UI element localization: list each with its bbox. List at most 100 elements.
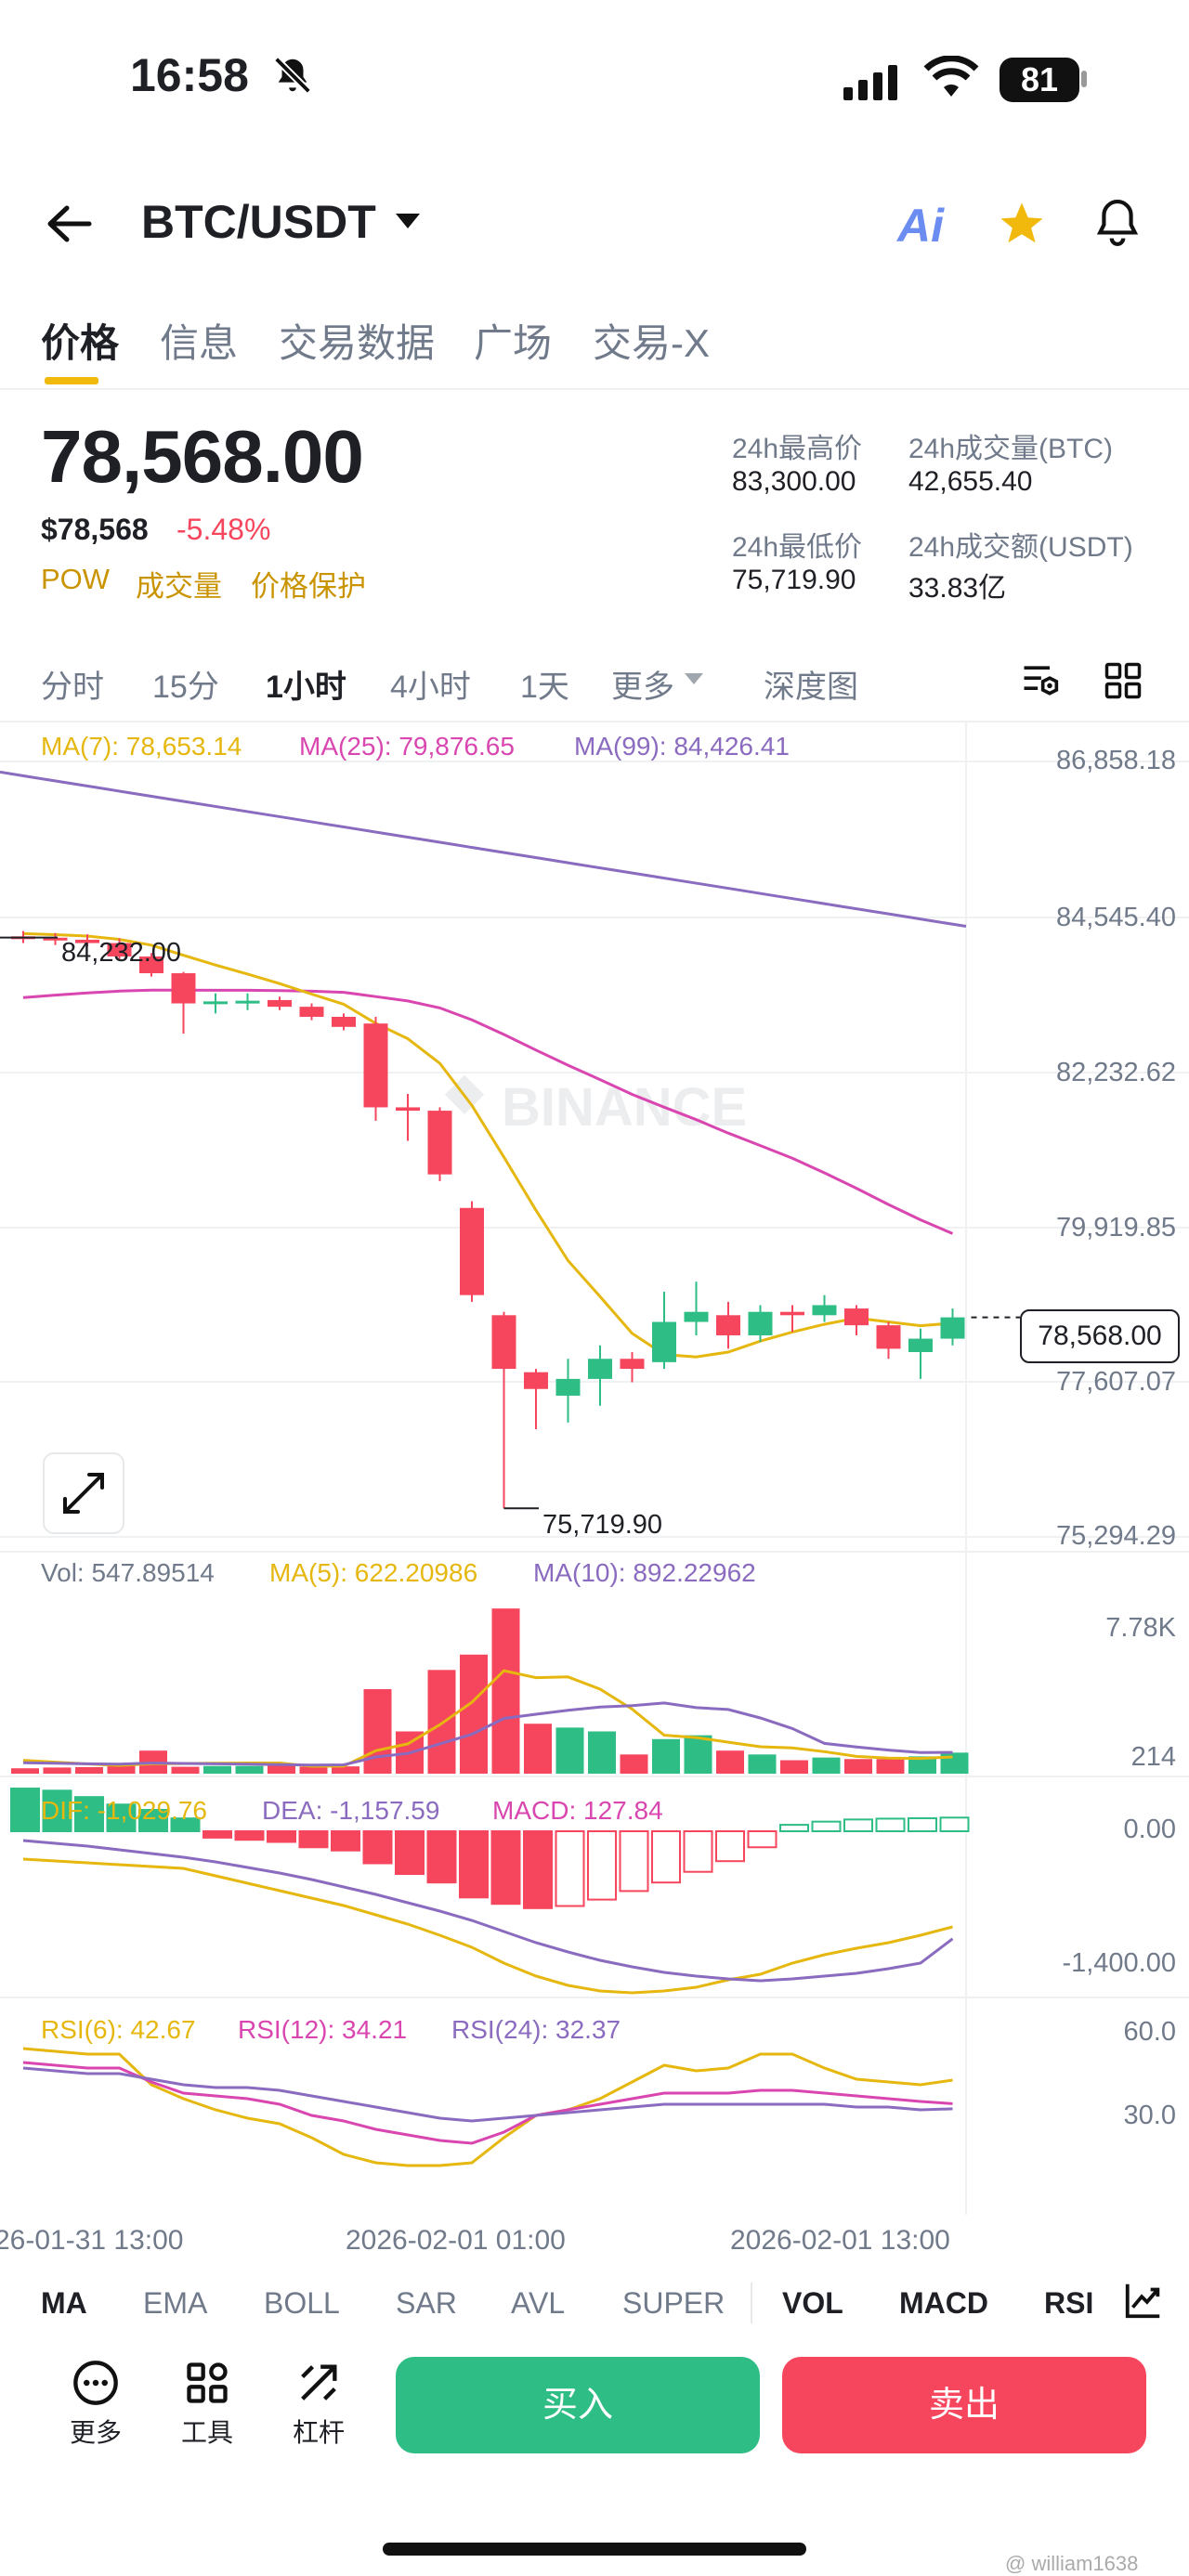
volume-bar <box>363 1689 392 1774</box>
macd-bar <box>683 1830 713 1873</box>
tab-divider <box>0 388 1189 390</box>
layout-grid-icon[interactable] <box>1104 661 1143 700</box>
candle-body <box>940 1317 965 1339</box>
wifi-icon <box>923 56 979 97</box>
macd-histogram <box>10 1788 970 1995</box>
interval-15m[interactable]: 15分 <box>152 670 219 705</box>
fullscreen-button[interactable] <box>43 1452 124 1534</box>
candle <box>491 1311 516 1509</box>
candle-body <box>268 999 292 1008</box>
volume-bar <box>620 1754 648 1774</box>
chart-grid <box>0 721 1189 2215</box>
macd-bar <box>459 1830 489 1899</box>
buy-button[interactable]: 买入 <box>396 2357 760 2453</box>
candle <box>684 1281 709 1335</box>
macd-bar <box>267 1830 296 1843</box>
candle-body <box>555 1378 581 1396</box>
macd-divider <box>0 1776 1189 1777</box>
more-dropdown-icon[interactable] <box>684 672 704 685</box>
high-label: 24h最高价 <box>732 434 863 464</box>
bell-muted-icon <box>274 57 311 94</box>
leverage-tool[interactable] <box>277 2359 360 2412</box>
tab-trade-x[interactable]: 交易-X <box>593 321 711 365</box>
tools-tool[interactable] <box>165 2359 249 2412</box>
candle <box>268 996 292 1010</box>
sell-button[interactable]: 卖出 <box>782 2357 1146 2453</box>
interval-1h[interactable]: 1小时 <box>266 670 346 705</box>
vol-btc-label: 24h成交量(BTC) <box>908 434 1114 464</box>
more-tool-label: 更多 <box>69 2418 122 2447</box>
candle-body <box>491 1315 516 1370</box>
macd-bar <box>234 1830 265 1841</box>
tag-volume[interactable]: 成交量 <box>136 570 222 603</box>
macd-bar <box>939 1816 970 1832</box>
rsi12-line <box>22 2061 953 2145</box>
favorite-star-icon[interactable] <box>996 199 1048 249</box>
more-dots-icon <box>73 2361 118 2405</box>
indicator-macd[interactable]: MACD <box>899 2286 988 2320</box>
candle <box>844 1305 869 1335</box>
candle-body <box>235 1000 260 1004</box>
volume-bar <box>11 1768 39 1774</box>
tab-info[interactable]: 信息 <box>160 321 239 365</box>
pair-title[interactable]: BTC/USDT <box>141 196 376 248</box>
candle-body <box>844 1308 869 1326</box>
indicator-ema[interactable]: EMA <box>143 2286 208 2320</box>
tab-underline <box>45 377 98 384</box>
candles <box>11 930 965 1509</box>
candle <box>555 1359 581 1423</box>
candle-body <box>107 943 132 956</box>
pair-dropdown-icon[interactable] <box>394 212 422 230</box>
binance-watermark-text: BINANCE <box>502 1077 747 1138</box>
ai-icon[interactable]: Ai <box>897 200 944 252</box>
low-label: 24h最低价 <box>732 532 863 563</box>
tab-price[interactable]: 价格 <box>41 321 120 365</box>
tools-grid-icon <box>187 2362 228 2403</box>
indicator-vol[interactable]: VOL <box>782 2286 843 2320</box>
vol-axis-label: 214 <box>1130 1742 1176 1772</box>
candle-body <box>588 1359 612 1379</box>
tag-price-protection[interactable]: 价格保护 <box>251 570 366 603</box>
candle <box>363 1016 388 1121</box>
tab-square[interactable]: 广场 <box>474 321 553 365</box>
interval-more[interactable]: 更多 <box>611 670 674 705</box>
macd-dea-line <box>22 1839 954 1983</box>
price-change: -5.48% <box>176 513 271 546</box>
back-arrow-icon[interactable] <box>45 202 93 245</box>
chart-settings-icon[interactable] <box>1018 659 1061 700</box>
notification-bell-icon[interactable] <box>1094 197 1141 249</box>
depth-chart-tab[interactable]: 深度图 <box>764 670 858 705</box>
interval-line[interactable]: 分时 <box>41 670 104 705</box>
macd-bar <box>10 1788 40 1832</box>
vol-usdt-label: 24h成交额(USDT) <box>908 532 1133 563</box>
macd-bar <box>747 1830 777 1849</box>
indicator-avl[interactable]: AVL <box>511 2286 566 2320</box>
volume-bar <box>908 1756 936 1774</box>
candle <box>588 1345 612 1406</box>
indicator-rsi[interactable]: RSI <box>1044 2286 1094 2320</box>
tab-trade-data[interactable]: 交易数据 <box>279 321 436 365</box>
candle <box>107 938 132 960</box>
indicator-settings-icon[interactable] <box>1122 2279 1165 2322</box>
macd-bar <box>555 1830 585 1907</box>
macd-bar <box>203 1830 232 1839</box>
more-tool[interactable] <box>54 2359 137 2412</box>
tag-pow[interactable]: POW <box>41 563 111 595</box>
rsi6-line <box>22 2047 953 2167</box>
indicator-super[interactable]: SUPER <box>622 2286 725 2320</box>
interval-4h[interactable]: 4小时 <box>390 670 471 705</box>
interval-1d[interactable]: 1天 <box>520 670 569 705</box>
indicator-sar[interactable]: SAR <box>396 2286 457 2320</box>
indicator-boll[interactable]: BOLL <box>264 2286 340 2320</box>
rsi6-value: RSI(6): 42.67 <box>41 2015 196 2044</box>
candle <box>75 934 99 947</box>
candle <box>203 993 228 1014</box>
ma7-line <box>22 931 953 1359</box>
indicator-ma[interactable]: MA <box>41 2286 87 2320</box>
price-axis-label: 75,294.29 <box>1055 1521 1176 1551</box>
candle-body <box>652 1321 676 1362</box>
candle-body <box>524 1372 548 1389</box>
ma7-value: MA(7): 78,653.14 <box>41 732 242 761</box>
macd-bar <box>331 1830 360 1852</box>
